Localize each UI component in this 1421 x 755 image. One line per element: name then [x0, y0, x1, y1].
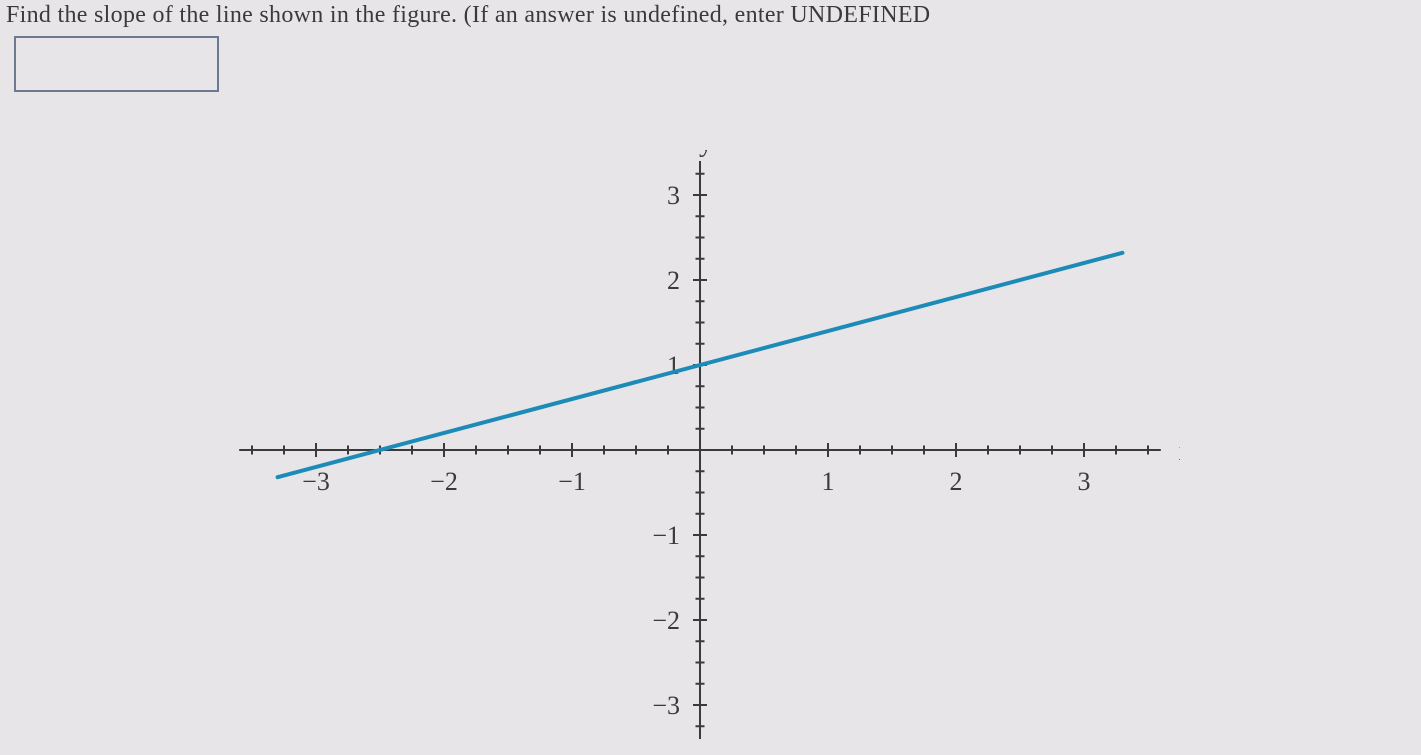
svg-text:2: 2: [667, 266, 680, 295]
svg-text:3: 3: [667, 181, 680, 210]
svg-text:−2: −2: [430, 467, 458, 496]
svg-text:x: x: [1179, 436, 1180, 467]
svg-text:1: 1: [667, 351, 680, 380]
svg-text:y: y: [699, 150, 713, 158]
svg-text:1: 1: [822, 467, 835, 496]
slope-chart: −3−2−1123−3−2−1123xy: [220, 150, 1180, 750]
svg-text:−1: −1: [652, 521, 680, 550]
question-prompt: Find the slope of the line shown in the …: [6, 2, 930, 29]
svg-text:−3: −3: [652, 691, 680, 720]
svg-text:3: 3: [1078, 467, 1091, 496]
svg-text:2: 2: [950, 467, 963, 496]
svg-text:−2: −2: [652, 606, 680, 635]
svg-text:−1: −1: [558, 467, 586, 496]
answer-input[interactable]: [14, 36, 219, 92]
slope-chart-svg: −3−2−1123−3−2−1123xy: [220, 150, 1180, 750]
